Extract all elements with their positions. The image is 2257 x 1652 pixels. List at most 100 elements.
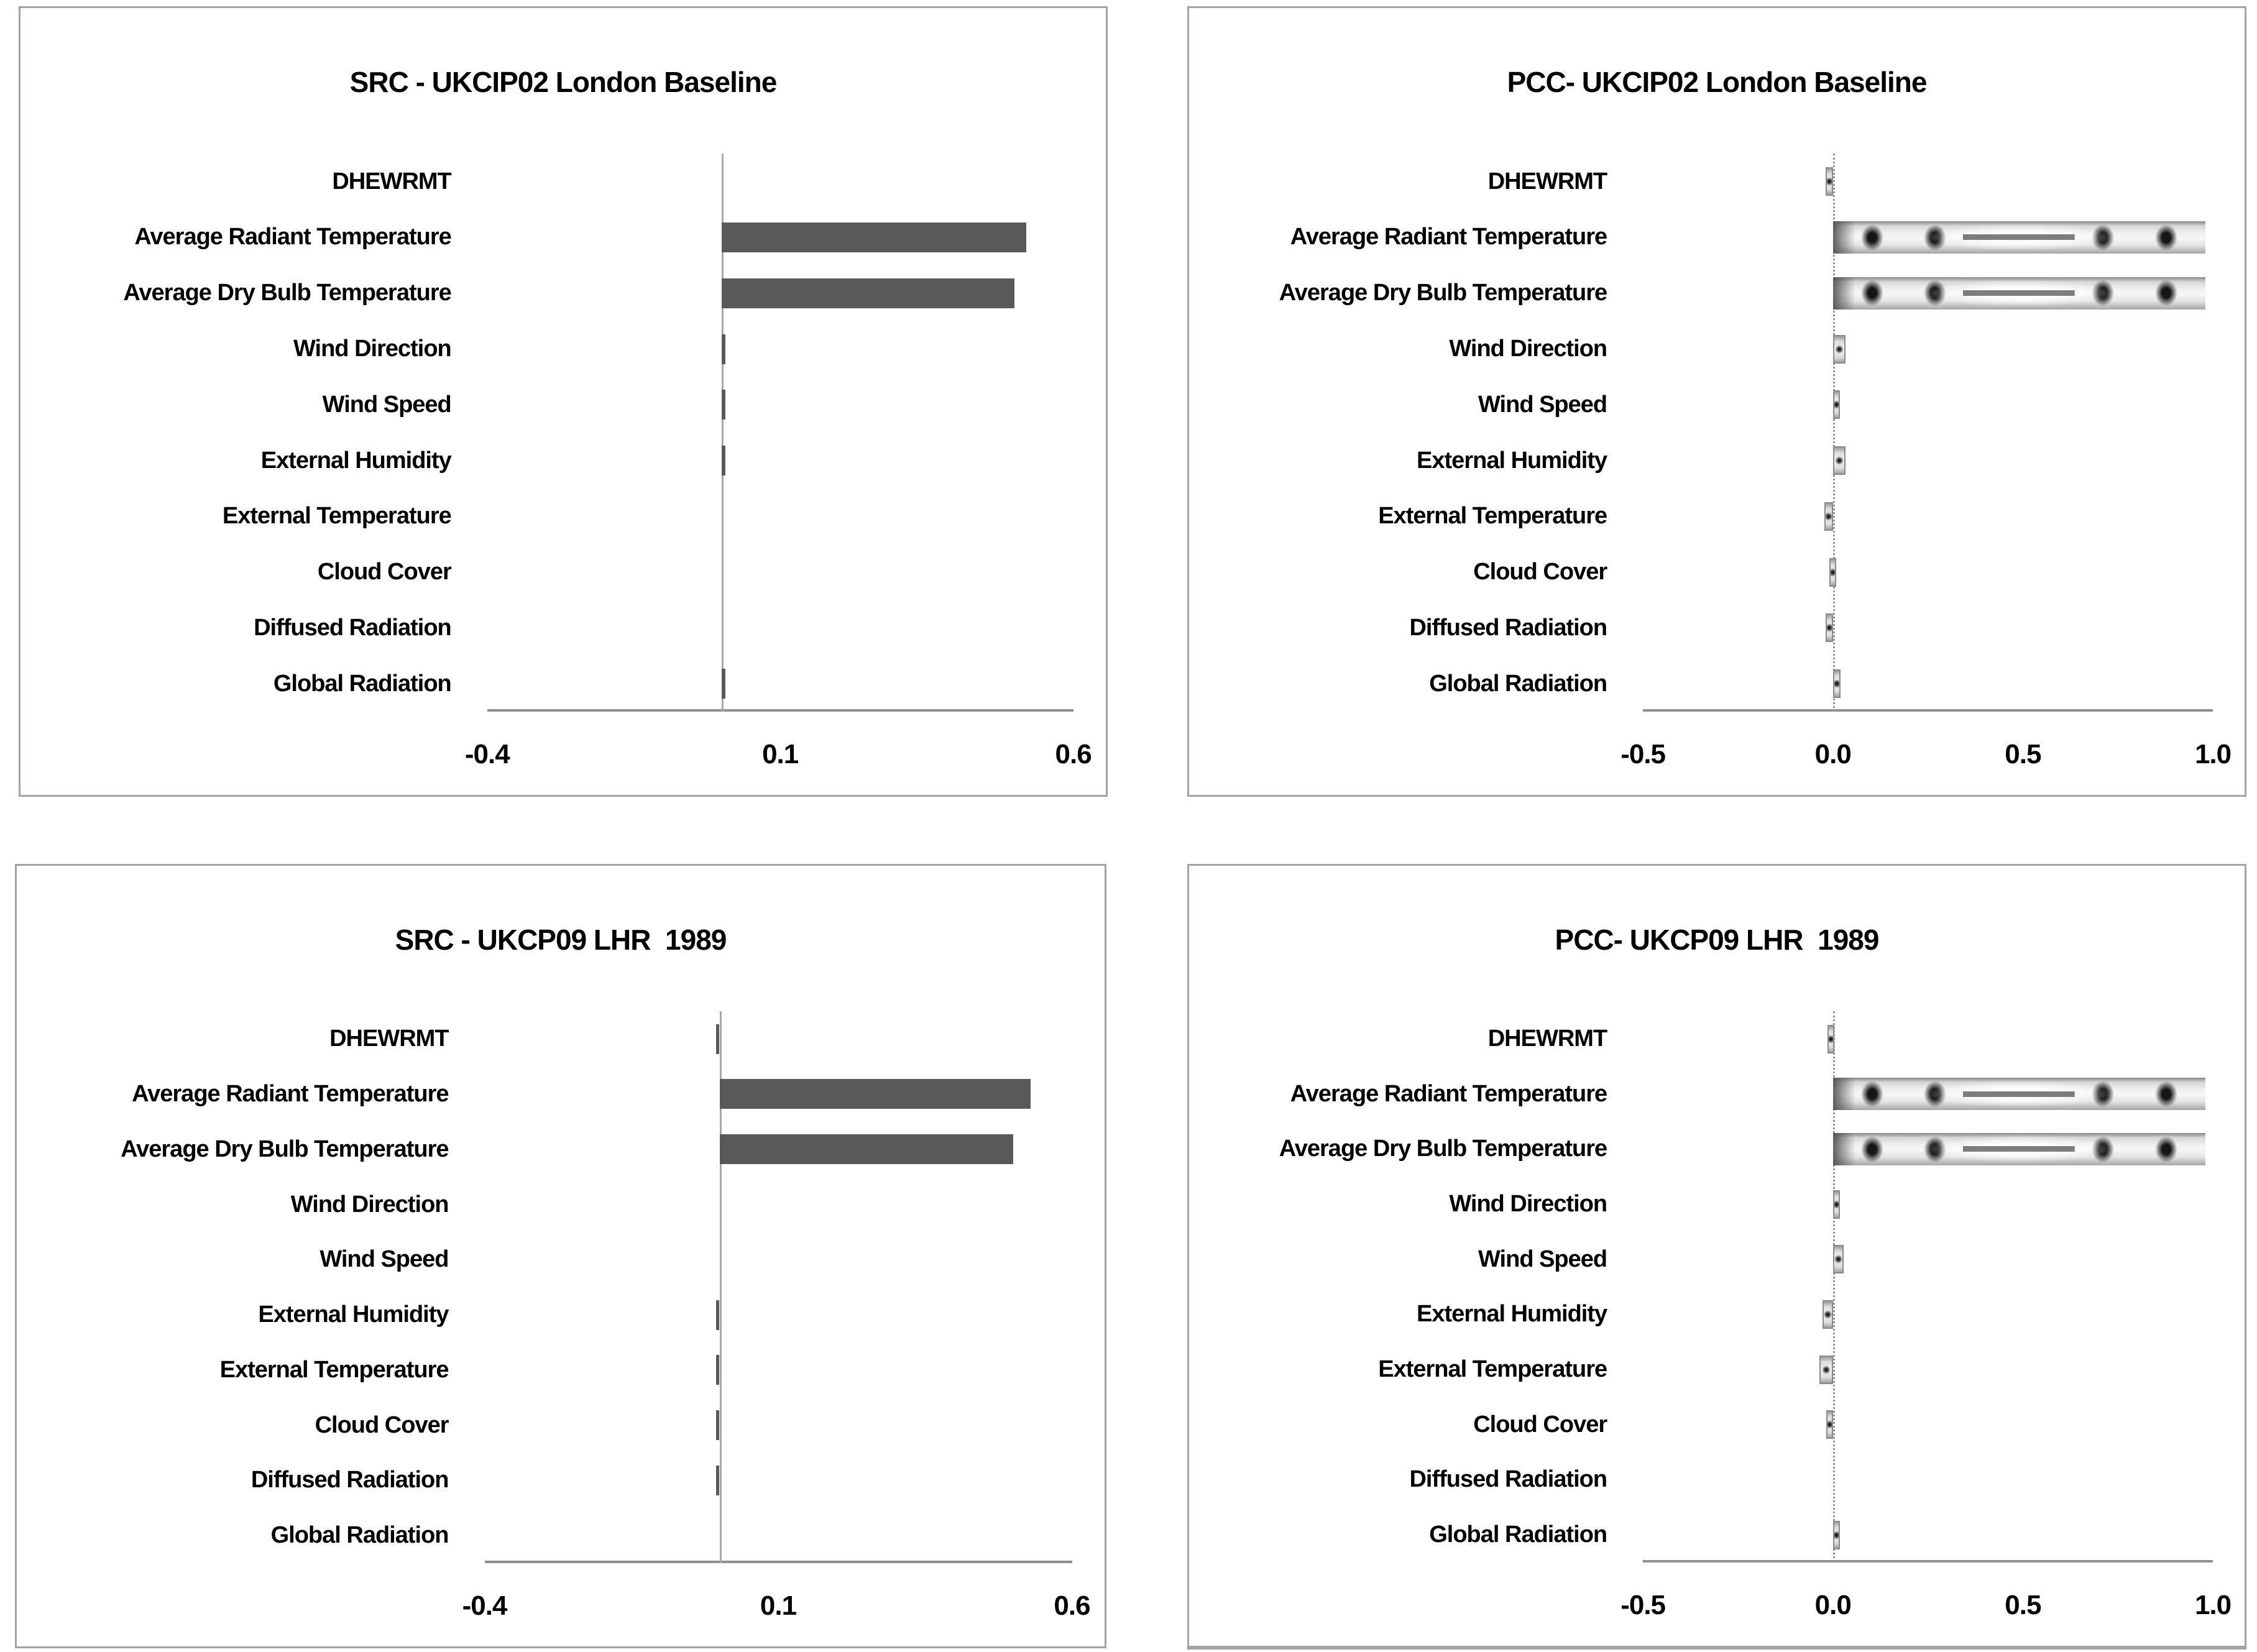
chart-row-wind-speed: Wind Speed <box>1189 377 2245 433</box>
chart-row-external-humidity: External Humidity <box>17 1287 1105 1342</box>
category-label: Diffused Radiation <box>251 1467 449 1494</box>
chart-row-wind-speed: Wind Speed <box>21 377 1106 433</box>
category-label: Wind Direction <box>293 336 452 362</box>
x-axis: -0.4 0.1 0.6 <box>465 712 1092 781</box>
bar-track <box>1643 154 2213 209</box>
chart-row-dhewrmt: DHEWRMT <box>1189 1011 2245 1067</box>
bar-average-dry-bulb-temperature <box>1832 277 2205 310</box>
bar-wind-direction <box>1832 334 1846 364</box>
chart-row-wind-direction: Wind Direction <box>1189 321 2245 377</box>
chart-row-external-temperature: External Temperature <box>1189 1342 2245 1397</box>
bar-track <box>485 1508 1072 1563</box>
category-label: Cloud Cover <box>317 559 452 585</box>
bar-track <box>485 1452 1072 1508</box>
chart-row-global-radiation: Global Radiation <box>21 656 1106 712</box>
chart-row-wind-direction: Wind Direction <box>21 321 1106 377</box>
category-label: Average Radiant Temperature <box>132 1080 449 1107</box>
bar-wind-speed <box>1832 1245 1844 1274</box>
chart-row-external-temperature: External Temperature <box>1189 489 2245 544</box>
bar-average-dry-bulb-temperature <box>719 1134 1013 1165</box>
axis-baseline <box>484 1011 1072 1563</box>
chart-panel-pcc-ukcp09-lhr-1989: PCC- UKCP09 LHR 1989 DHEWRMT Average Radi… <box>1187 864 2246 1650</box>
bar-global-radiation <box>721 669 725 699</box>
chart-title: PCC- UKCIP02 London Baseline <box>1507 66 1928 99</box>
category-label: Cloud Cover <box>1473 559 1607 585</box>
chart-row-dhewrmt: DHEWRMT <box>17 1011 1105 1067</box>
bar-average-dry-bulb-temperature <box>1832 1132 2205 1165</box>
chart-row-wind-speed: Wind Speed <box>17 1232 1105 1287</box>
bar-track <box>1643 209 2213 265</box>
category-label: Average Dry Bulb Temperature <box>1279 280 1607 306</box>
category-label: Global Radiation <box>270 1522 449 1549</box>
zero-axis-line <box>719 1011 722 1563</box>
bar-track <box>1643 1507 2213 1563</box>
bar-track <box>487 154 1073 209</box>
bar-track <box>485 1287 1072 1342</box>
x-tick-label: -0.5 <box>1620 739 1666 769</box>
chart-row-average-radiant-temperature: Average Radiant Temperature <box>17 1067 1105 1122</box>
chart-row-wind-direction: Wind Direction <box>17 1177 1105 1232</box>
bar-wind-speed <box>721 390 725 420</box>
x-tick-label: 0.6 <box>1054 1590 1090 1621</box>
bar-track <box>487 544 1073 600</box>
category-label: Average Dry Bulb Temperature <box>121 1136 449 1162</box>
axis-baseline <box>487 154 1073 712</box>
bar-diffused-radiation <box>1825 613 1833 643</box>
category-label: Average Radiant Temperature <box>1290 224 1607 250</box>
category-label: Wind Direction <box>1449 1191 1607 1218</box>
bar-track <box>1643 1342 2213 1397</box>
bar-track <box>487 433 1073 489</box>
plot-rows: DHEWRMT Average Radiant Temperature Averag… <box>1189 154 2245 712</box>
bar-track <box>485 1342 1072 1398</box>
chart-title: PCC- UKCP09 LHR 1989 <box>1555 924 1880 957</box>
chart-panel-pcc-ukcip02-london-baseline: PCC- UKCIP02 London Baseline DHEWRMT Aver… <box>1187 6 2246 797</box>
bar-track <box>1643 544 2213 600</box>
bar-track <box>1643 600 2213 656</box>
chart-row-cloud-cover: Cloud Cover <box>21 544 1106 600</box>
category-label: External Temperature <box>219 1356 449 1383</box>
x-tick-label: -0.4 <box>462 1590 508 1621</box>
bar-track <box>1643 1232 2213 1287</box>
chart-row-cloud-cover: Cloud Cover <box>1189 1397 2245 1452</box>
plot-area: DHEWRMT Average Radiant Temperature Averag… <box>21 154 1106 795</box>
x-tick-label: 0.0 <box>1814 1590 1852 1620</box>
chart-row-external-humidity: External Humidity <box>21 433 1106 489</box>
bar-track <box>485 1011 1072 1067</box>
chart-row-external-temperature: External Temperature <box>21 489 1106 544</box>
chart-row-dhewrmt: DHEWRMT <box>21 154 1106 209</box>
zero-axis-line <box>1832 1011 1835 1563</box>
category-label: External Humidity <box>1417 1301 1607 1328</box>
bar-track <box>1643 656 2213 712</box>
bar-external-humidity <box>721 446 725 476</box>
chart-row-diffused-radiation: Diffused Radiation <box>1189 600 2245 656</box>
chart-row-global-radiation: Global Radiation <box>17 1508 1105 1563</box>
chart-panel-src-ukcp09-lhr-1989: SRC - UKCP09 LHR 1989 DHEWRMT Average Rad… <box>15 864 1106 1648</box>
zero-axis-line <box>721 154 724 712</box>
plot-rows: DHEWRMT Average Radiant Temperature Averag… <box>1189 1011 2245 1563</box>
chart-panel-src-ukcip02-london-baseline: SRC - UKCIP02 London Baseline DHEWRMT Ave… <box>19 6 1108 797</box>
bar-wind-direction <box>721 334 725 364</box>
category-label: DHEWRMT <box>1487 168 1607 195</box>
bar-dhewrmt <box>715 1024 720 1054</box>
bar-track <box>485 1067 1072 1122</box>
bar-track <box>487 209 1073 265</box>
bar-track <box>485 1398 1072 1453</box>
chart-row-average-dry-bulb-temperature: Average Dry Bulb Temperature <box>1189 1122 2245 1177</box>
category-label: External Humidity <box>258 1301 449 1328</box>
chart-row-global-radiation: Global Radiation <box>1189 656 2245 712</box>
bar-track <box>487 656 1073 712</box>
x-tick-label: 1.0 <box>2194 1590 2232 1620</box>
chart-row-average-dry-bulb-temperature: Average Dry Bulb Temperature <box>17 1122 1105 1177</box>
bar-average-dry-bulb-temperature <box>721 278 1015 308</box>
bar-average-radiant-temperature <box>1832 1078 2205 1111</box>
bar-external-temperature <box>715 1355 720 1385</box>
category-label: Average Radiant Temperature <box>134 224 451 250</box>
bar-external-temperature <box>1819 1355 1833 1384</box>
category-label: Average Radiant Temperature <box>1290 1080 1607 1107</box>
x-tick-label: 0.6 <box>1055 739 1092 769</box>
bar-track <box>1643 433 2213 489</box>
chart-row-external-temperature: External Temperature <box>17 1342 1105 1398</box>
x-tick-label: -0.4 <box>464 739 510 769</box>
category-label: Wind Speed <box>1478 1246 1607 1272</box>
bar-track <box>487 321 1073 377</box>
